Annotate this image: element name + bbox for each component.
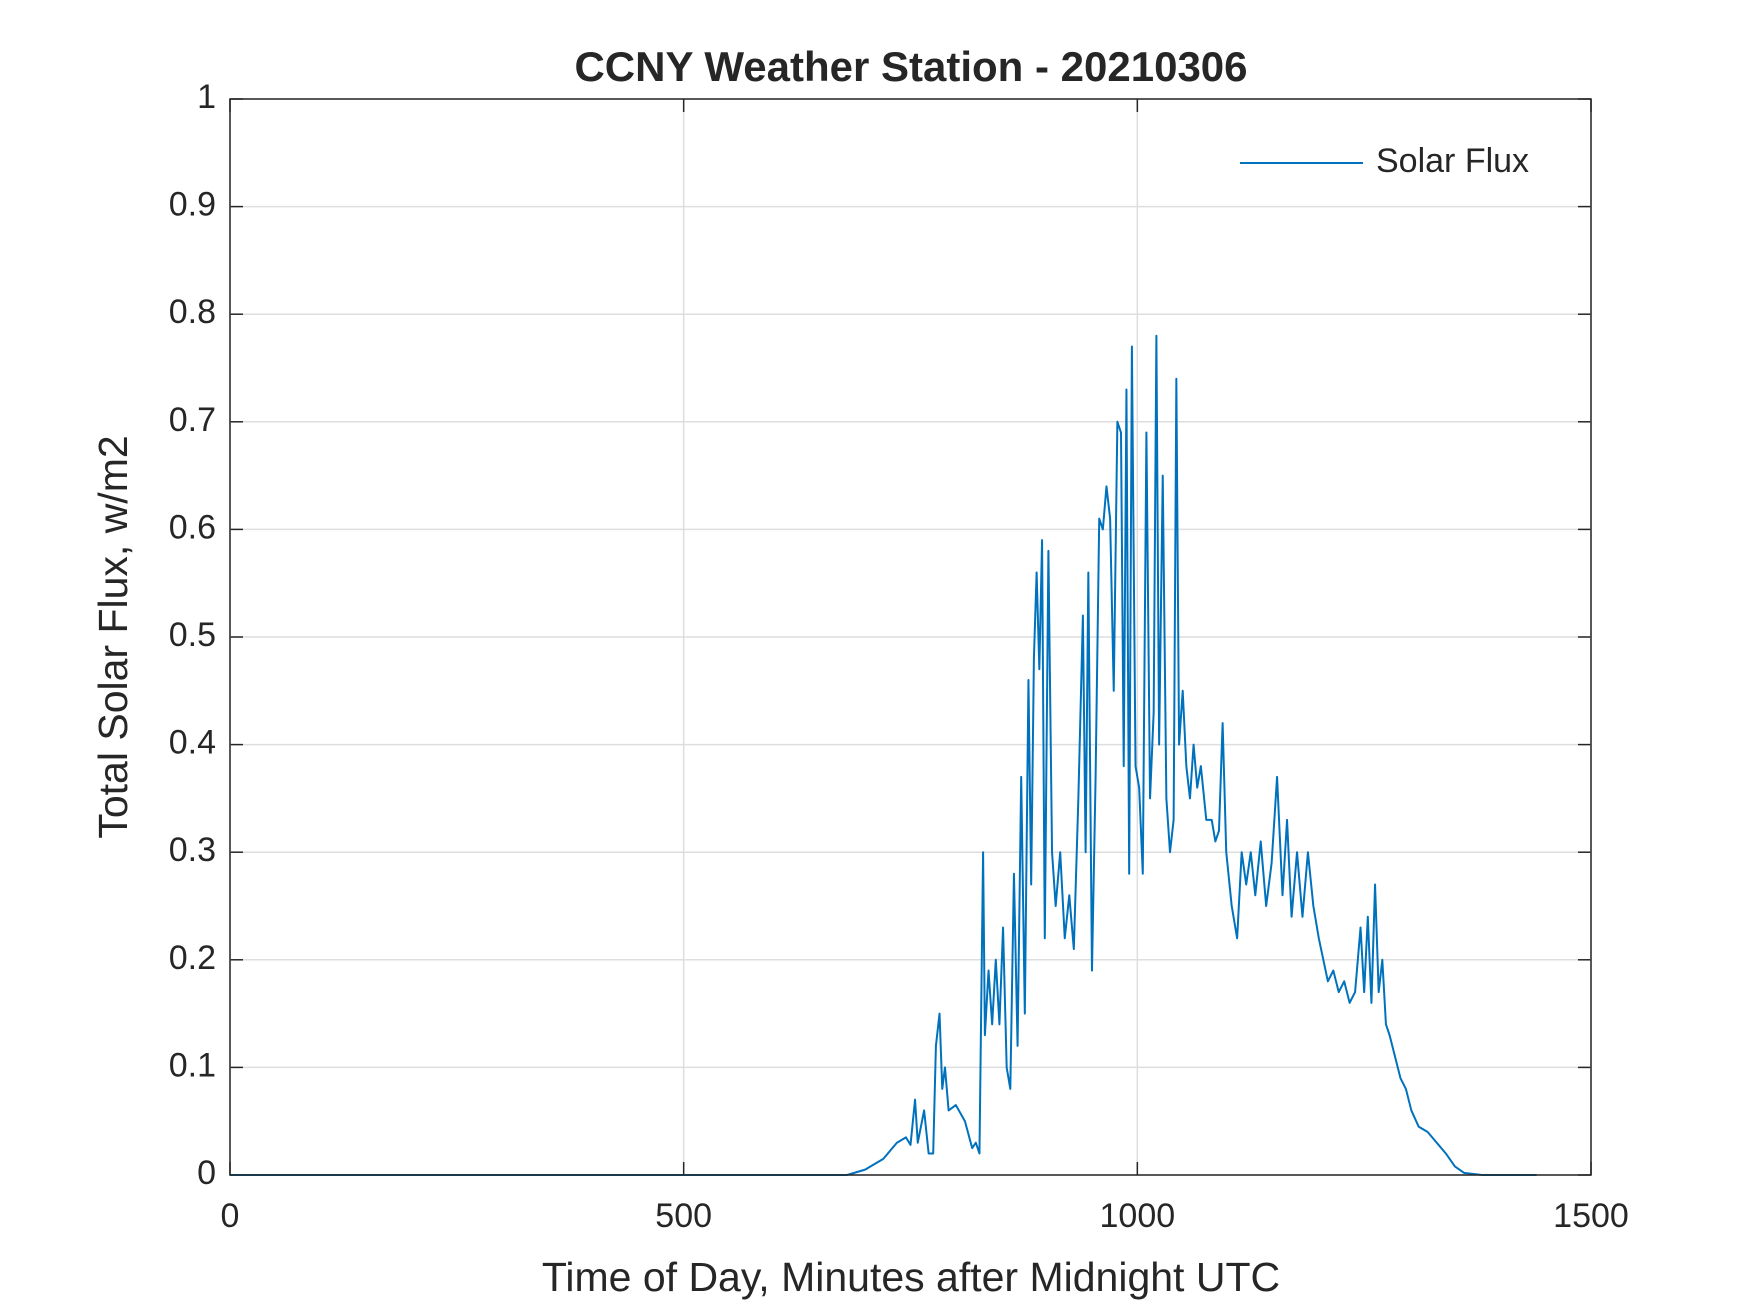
- x-tick-label: 500: [655, 1197, 712, 1235]
- legend-label: Solar Flux: [1376, 142, 1529, 180]
- y-tick-label: 0.4: [169, 724, 216, 762]
- y-tick-label: 0.8: [169, 293, 216, 331]
- x-tick-label: 0: [221, 1197, 240, 1235]
- y-tick-label: 0.5: [169, 616, 216, 654]
- chart-title: CCNY Weather Station - 20210306: [574, 43, 1247, 90]
- y-tick-label: 0.9: [169, 186, 216, 224]
- y-tick-label: 0.3: [169, 831, 216, 869]
- x-axis-label: Time of Day, Minutes after Midnight UTC: [542, 1254, 1280, 1300]
- y-tick-label: 0.1: [169, 1046, 216, 1084]
- y-tick-label: 0: [197, 1154, 216, 1192]
- y-axis-label: Total Solar Flux, w/m2: [90, 435, 136, 838]
- plot-frame: [229, 98, 1592, 1176]
- data-line: [230, 334, 1537, 1176]
- y-tick-label: 1: [197, 78, 216, 116]
- x-tick-label: 1000: [1100, 1197, 1176, 1235]
- x-tick-label: 1500: [1553, 1197, 1629, 1235]
- y-tick-label: 0.6: [169, 508, 216, 546]
- y-tick-label: 0.7: [169, 401, 216, 439]
- y-tick-label: 0.2: [169, 939, 216, 977]
